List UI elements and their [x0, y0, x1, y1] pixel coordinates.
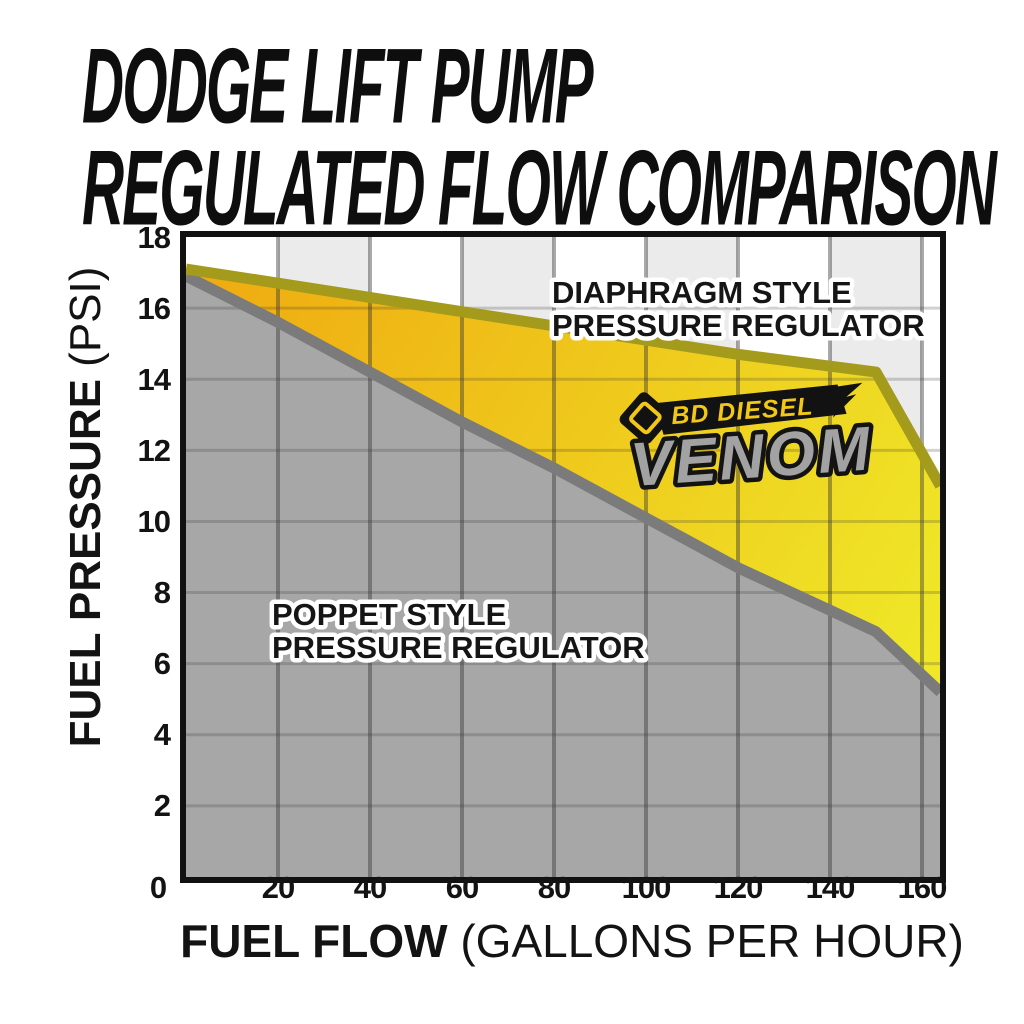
- x-tick-80: 80: [538, 870, 570, 905]
- x-tick-0: 0: [150, 870, 166, 905]
- poppet-area: [186, 276, 941, 878]
- y-axis-label: FUEL PRESSURE (PSI): [61, 267, 110, 748]
- y-tick-6: 6: [154, 646, 171, 681]
- x-axis-label-bold: FUEL FLOW: [180, 915, 448, 967]
- y-tick-4: 4: [154, 717, 172, 752]
- logo-banner: [654, 384, 847, 435]
- diaphragm-annotation-line1: DIAPHRAGM STYLE: [552, 275, 852, 310]
- plot-generated-layers: [183, 237, 946, 878]
- poppet-line: [183, 271, 945, 697]
- y-tick-14: 14: [138, 362, 172, 397]
- y-tick-12: 12: [138, 433, 170, 468]
- x-tick-140: 140: [806, 870, 855, 905]
- x-tick-40: 40: [354, 870, 386, 905]
- diaphragm-line: [185, 263, 946, 489]
- y-axis-label-units: (PSI): [61, 267, 110, 379]
- x-tick-20: 20: [262, 870, 294, 905]
- x-axis-label-units: (GALLONS PER HOUR): [448, 915, 964, 967]
- plot-border: [180, 231, 946, 883]
- y-tick-18: 18: [138, 220, 171, 255]
- page-title-line1: DODGE LIFT PUMP: [82, 25, 594, 146]
- logo-product-text: VENOM: [628, 414, 875, 500]
- x-tick-120: 120: [714, 870, 763, 905]
- y-tick-10: 10: [138, 504, 170, 539]
- diaphragm-area: [186, 269, 941, 693]
- logo-diamond-inner: [629, 401, 662, 435]
- poppet-annotation-line1: POPPET STYLE: [272, 597, 506, 632]
- diaphragm-annotation-line2: PRESSURE REGULATOR: [552, 308, 925, 343]
- logo-diamond-icon: [619, 392, 672, 444]
- logo-lightning-icon: [828, 382, 863, 418]
- y-tick-2: 2: [154, 788, 170, 823]
- poppet-annotation-line2: PRESSURE REGULATOR: [272, 630, 645, 665]
- x-axis-label: FUEL FLOW (GALLONS PER HOUR): [180, 915, 964, 967]
- bd-diesel-venom-logo: BD DIESEL VENOM: [619, 382, 879, 505]
- x-tick-100: 100: [622, 870, 671, 905]
- page-title: DODGE LIFT PUMP REGULATED FLOW COMPARISO…: [82, 25, 1024, 243]
- x-tick-60: 60: [446, 870, 478, 905]
- x-tick-160: 160: [898, 870, 947, 905]
- y-tick-16: 16: [138, 291, 171, 326]
- page-title-line2: REGULATED FLOW COMPARISON: [82, 127, 997, 248]
- y-tick-8: 8: [154, 575, 171, 610]
- y-axis-label-bold: FUEL PRESSURE: [61, 379, 110, 747]
